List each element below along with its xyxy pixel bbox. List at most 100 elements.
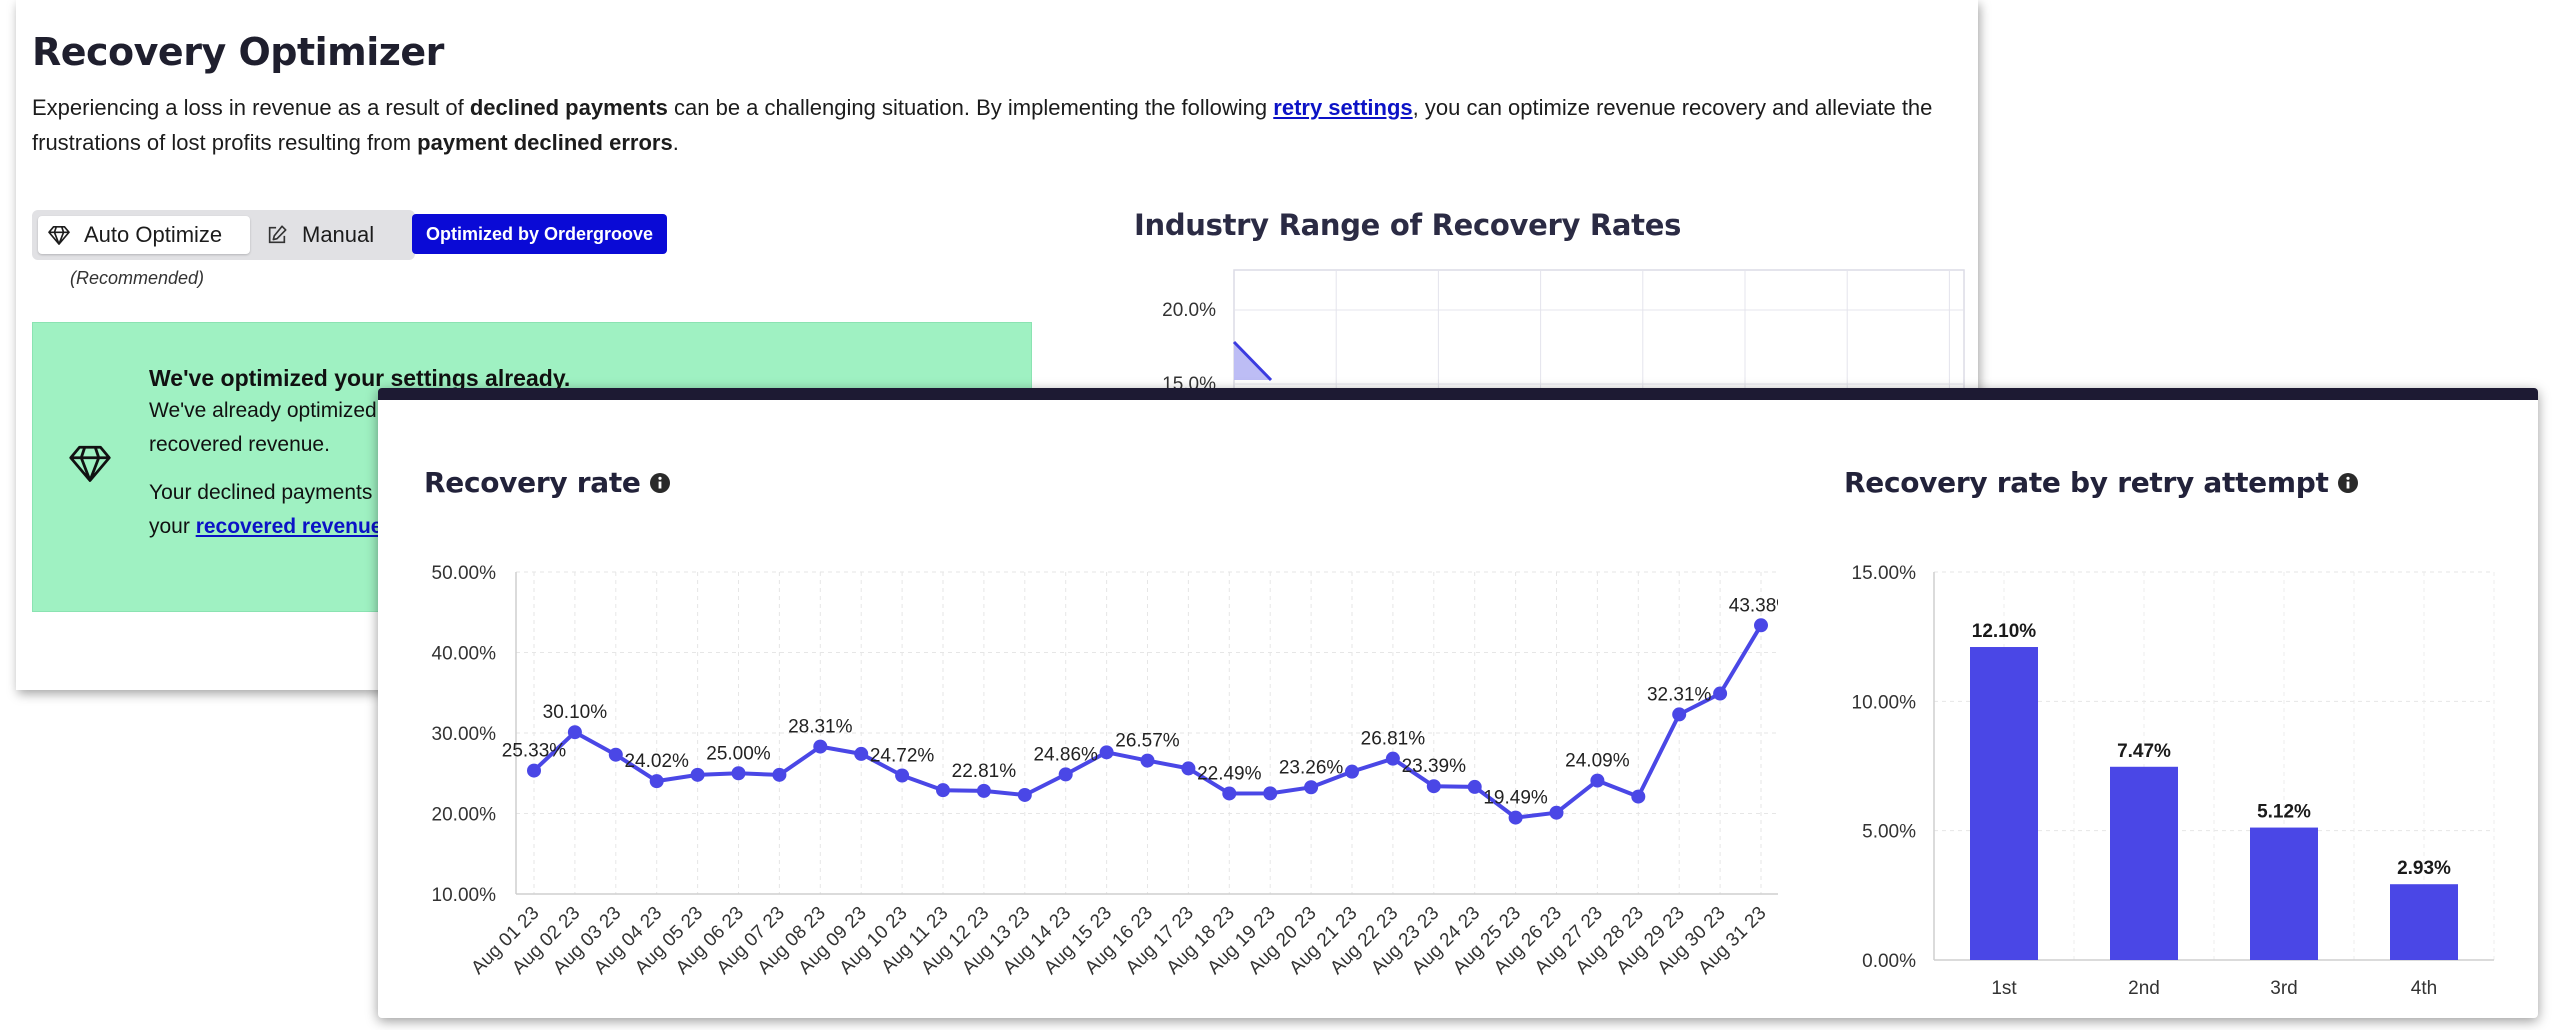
recovery-rate-data-label: 24.86%: [1033, 744, 1098, 765]
intro-text: Experiencing a loss in revenue as a resu…: [32, 90, 1962, 160]
recovery-rate-point: [1754, 618, 1768, 633]
recovery-rate-point: [1181, 761, 1196, 776]
page-title: Recovery Optimizer: [32, 30, 444, 74]
line-y-tick-label: 20.00%: [432, 805, 497, 826]
line-y-tick-label: 30.00%: [432, 724, 497, 745]
edit-icon: [268, 225, 287, 244]
recovery-rate-point: [567, 725, 582, 740]
recovery-rate-point: [690, 767, 705, 782]
recovery-rate-point: [1385, 751, 1400, 766]
recovery-rate-data-label: 25.33%: [502, 741, 567, 762]
recovery-rate-point: [976, 783, 991, 798]
recovery-rate-title: Recovery rate: [424, 466, 671, 499]
info-icon[interactable]: [649, 472, 671, 494]
retry-attempt-title-text: Recovery rate by retry attempt: [1844, 466, 2329, 499]
recovery-rate-point: [1140, 753, 1155, 768]
recovery-rate-data-label: 22.49%: [1197, 763, 1262, 784]
auto-optimize-button[interactable]: Auto Optimize: [38, 216, 250, 254]
retry-attempt-bar-label: 2.93%: [2397, 858, 2451, 879]
bar-x-tick-label: 3rd: [2270, 978, 2297, 999]
manual-button[interactable]: Manual: [256, 216, 410, 254]
intro-part-4: .: [672, 130, 679, 155]
optimized-by-ordergroove-badge: Optimized by Ordergroove: [412, 214, 668, 254]
bar-y-tick-label: 5.00%: [1862, 822, 1916, 843]
callout-line-4-prefix: your: [149, 515, 196, 538]
recovery-rate-point: [731, 766, 746, 781]
manual-label: Manual: [302, 222, 375, 247]
bar-y-tick-label: 0.00%: [1862, 951, 1916, 972]
gem-icon: [69, 445, 111, 482]
recovery-rate-point: [1017, 787, 1032, 802]
recovery-rate-data-label: 26.57%: [1115, 731, 1180, 752]
gem-icon: [48, 226, 70, 245]
recommended-note: (Recommended): [70, 268, 205, 288]
mode-toggle: Auto Optimize Manual: [32, 210, 415, 260]
industry-range-chart: 20.0% 15.0%: [1162, 269, 1965, 420]
recovery-rate-point: [1099, 745, 1114, 760]
recovery-rate-point: [1713, 686, 1728, 701]
industry-chart-title: Industry Range of Recovery Rates: [1134, 208, 1682, 242]
callout-line-1: We've already optimized: [149, 399, 377, 422]
bar-x-tick-label: 4th: [2411, 978, 2437, 999]
recovery-rate-point: [1426, 779, 1441, 794]
recovery-rate-point: [772, 767, 787, 782]
recovery-rate-data-label: 22.81%: [952, 761, 1017, 782]
recovery-rate-card: Recovery rate Recovery rate by retry att…: [378, 388, 2538, 1018]
recovery-rate-data-label: 30.10%: [543, 702, 608, 723]
info-icon[interactable]: [2337, 472, 2359, 494]
retry-attempt-bar: [2390, 884, 2458, 960]
retry-attempt-bar-label: 12.10%: [1972, 621, 2037, 642]
industry-y-tick: 20.0%: [1162, 300, 1216, 321]
recovery-rate-point: [649, 774, 664, 789]
recovery-rate-point: [1345, 764, 1359, 779]
callout-title: We've optimized your settings already.: [149, 365, 571, 391]
intro-bold-declined-payments: declined payments: [469, 95, 668, 120]
recovery-rate-point: [1672, 707, 1687, 722]
recovery-rate-point: [854, 746, 869, 761]
bar-x-tick-label: 2nd: [2128, 978, 2160, 999]
bar-y-tick-label: 15.00%: [1852, 563, 1917, 584]
callout-line-2: recovered revenue.: [149, 433, 330, 456]
recovery-rate-point: [1508, 810, 1523, 825]
recovery-rate-data-label: 32.31%: [1647, 684, 1712, 705]
industry-range-line: [1232, 340, 1273, 382]
retry-attempt-bar-label: 7.47%: [2117, 741, 2171, 762]
retry-settings-link[interactable]: retry settings: [1273, 95, 1413, 120]
recovery-rate-point: [1549, 805, 1564, 820]
retry-attempt-bar: [2110, 766, 2178, 960]
intro-bold-payment-declined-errors: payment declined errors: [417, 130, 673, 155]
retry-attempt-bar: [1970, 647, 2038, 960]
callout-line-4: your recovered revenue: [149, 515, 382, 539]
auto-optimize-label: Auto Optimize: [84, 222, 223, 247]
recovery-rate-data-label: 23.26%: [1279, 757, 1344, 778]
recovery-rate-point: [813, 739, 828, 754]
recovery-rate-data-label: 43.38%: [1729, 595, 1778, 616]
callout-line-3: Your declined payments: [149, 481, 373, 504]
recovery-rate-data-label: 24.02%: [624, 751, 689, 772]
line-y-tick-label: 50.00%: [432, 563, 497, 584]
recovery-rate-title-text: Recovery rate: [424, 466, 641, 499]
recovery-rate-data-label: 25.00%: [706, 743, 771, 764]
bar-y-tick-label: 10.00%: [1852, 692, 1917, 713]
recovery-rate-line-chart: 50.00% 40.00% 30.00% 20.00% 10.00% 25.33% 30.1…: [432, 563, 1778, 979]
intro-part-3: , you can optimize revenue recovery and …: [32, 95, 1933, 155]
intro-part-1: Experiencing a loss in revenue as a resu…: [32, 95, 470, 120]
recovery-rate-point: [608, 747, 623, 762]
recovery-rate-data-label: 26.81%: [1361, 729, 1426, 750]
recovery-rate-point: [1631, 789, 1646, 804]
line-y-tick-label: 10.00%: [432, 885, 497, 906]
recovery-rate-point: [1058, 767, 1073, 782]
intro-part-2: can be a challenging situation. By imple…: [667, 95, 1274, 120]
line-y-tick-label: 40.00%: [432, 644, 497, 665]
retry-attempt-title: Recovery rate by retry attempt: [1844, 466, 2359, 499]
bar-x-tick-label: 1st: [1991, 978, 2017, 999]
recovery-rate-data-label: 24.09%: [1565, 751, 1630, 772]
recovered-revenue-link[interactable]: recovered revenue: [195, 515, 383, 538]
recovery-rate-point: [936, 783, 950, 798]
retry-attempt-bar: [2250, 827, 2318, 960]
recovery-rate-data-label: 24.72%: [870, 746, 935, 767]
recovery-rate-point: [527, 763, 541, 778]
recovery-rate-data-label: 28.31%: [788, 717, 853, 738]
recovery-rate-point: [1222, 786, 1237, 801]
recovery-rate-data-label: 19.49%: [1483, 788, 1548, 809]
